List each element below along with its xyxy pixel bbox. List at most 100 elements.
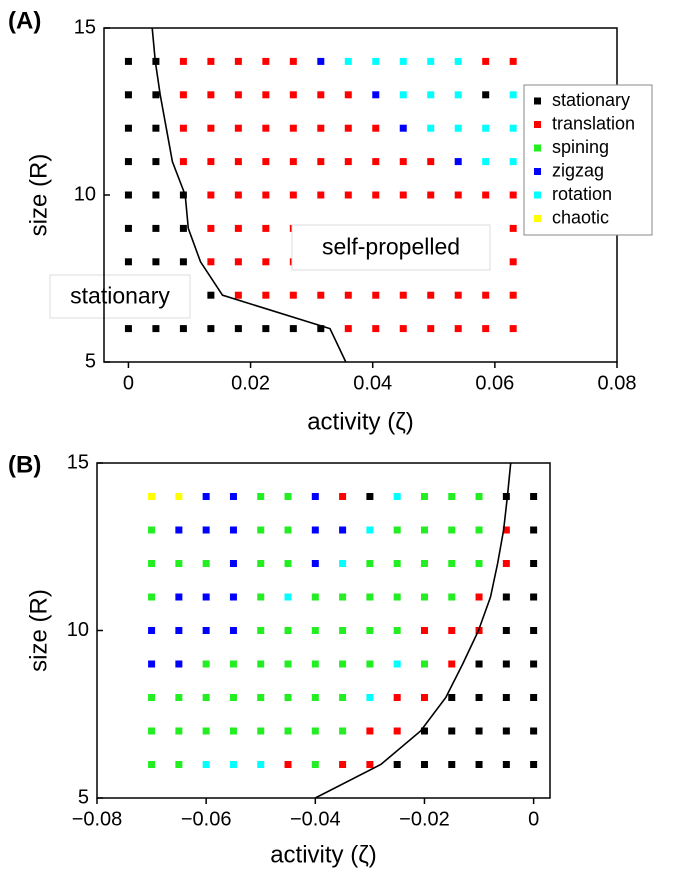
point bbox=[372, 158, 380, 166]
point bbox=[530, 493, 538, 500]
legend-swatch bbox=[534, 191, 541, 199]
point bbox=[289, 291, 297, 299]
point bbox=[207, 124, 215, 132]
point bbox=[262, 191, 270, 199]
point bbox=[502, 560, 510, 567]
point bbox=[229, 526, 237, 534]
point bbox=[344, 124, 352, 132]
point bbox=[502, 526, 510, 534]
point bbox=[399, 57, 407, 65]
point bbox=[257, 694, 265, 701]
point bbox=[393, 694, 401, 701]
point bbox=[311, 560, 319, 567]
point bbox=[311, 493, 319, 500]
point bbox=[420, 660, 428, 668]
point bbox=[179, 158, 187, 166]
point bbox=[366, 627, 374, 634]
point bbox=[509, 224, 517, 232]
point bbox=[339, 660, 347, 668]
point bbox=[175, 560, 183, 567]
point bbox=[475, 526, 483, 534]
annotation-box bbox=[49, 274, 191, 319]
point bbox=[366, 694, 374, 701]
y-tick-label: 5 bbox=[85, 350, 96, 372]
point bbox=[475, 761, 483, 768]
legend-swatch bbox=[534, 144, 541, 152]
x-axis-label: activity (ζ) bbox=[307, 408, 414, 435]
point bbox=[124, 57, 132, 65]
point bbox=[257, 660, 265, 668]
point bbox=[175, 493, 183, 500]
point bbox=[393, 727, 401, 735]
point bbox=[179, 224, 187, 232]
point bbox=[366, 526, 374, 534]
point bbox=[502, 660, 510, 668]
point bbox=[289, 124, 297, 132]
point bbox=[509, 325, 517, 333]
point bbox=[448, 593, 456, 601]
point bbox=[502, 593, 510, 601]
point bbox=[454, 291, 462, 299]
point bbox=[339, 694, 347, 701]
point bbox=[148, 761, 156, 768]
point bbox=[202, 627, 210, 634]
point bbox=[152, 124, 160, 132]
point bbox=[509, 291, 517, 299]
point bbox=[284, 493, 292, 500]
point bbox=[339, 593, 347, 601]
point bbox=[317, 91, 325, 99]
y-tick-label: 5 bbox=[78, 786, 89, 808]
point bbox=[179, 325, 187, 333]
point bbox=[366, 727, 374, 735]
point bbox=[262, 124, 270, 132]
point bbox=[399, 325, 407, 333]
point bbox=[229, 660, 237, 668]
point bbox=[366, 660, 374, 668]
point bbox=[475, 493, 483, 500]
point bbox=[420, 727, 428, 735]
point bbox=[179, 57, 187, 65]
point bbox=[289, 57, 297, 65]
point bbox=[399, 124, 407, 132]
point bbox=[257, 593, 265, 601]
point bbox=[393, 660, 401, 668]
point bbox=[454, 325, 462, 333]
point bbox=[393, 593, 401, 601]
point bbox=[317, 191, 325, 199]
point bbox=[399, 158, 407, 166]
point bbox=[317, 57, 325, 65]
legend-label: zigzag bbox=[552, 160, 604, 180]
point bbox=[530, 660, 538, 668]
point bbox=[179, 91, 187, 99]
legend-box bbox=[523, 84, 653, 236]
point bbox=[454, 91, 462, 99]
point bbox=[257, 627, 265, 634]
point bbox=[448, 493, 456, 500]
panel-label: (A) bbox=[8, 7, 41, 34]
point bbox=[148, 727, 156, 735]
panel: (B) −0.08 −0.06 −0.04 −0.02 0 5 10 15 activity (ζ… bbox=[8, 451, 551, 868]
point bbox=[393, 560, 401, 567]
boundary-curve bbox=[151, 28, 347, 362]
point bbox=[148, 560, 156, 567]
point bbox=[393, 493, 401, 500]
point bbox=[202, 593, 210, 601]
point bbox=[427, 158, 435, 166]
point bbox=[420, 560, 428, 567]
point bbox=[420, 593, 428, 601]
point bbox=[482, 124, 490, 132]
point bbox=[339, 560, 347, 567]
point bbox=[482, 291, 490, 299]
point bbox=[311, 660, 319, 668]
x-tick-label: −0.08 bbox=[72, 808, 123, 830]
point bbox=[502, 727, 510, 735]
point bbox=[344, 191, 352, 199]
point bbox=[317, 291, 325, 299]
point bbox=[234, 158, 242, 166]
x-tick-label: 0.02 bbox=[231, 372, 270, 394]
point bbox=[175, 727, 183, 735]
point bbox=[366, 761, 374, 768]
point bbox=[202, 493, 210, 500]
point bbox=[229, 560, 237, 567]
